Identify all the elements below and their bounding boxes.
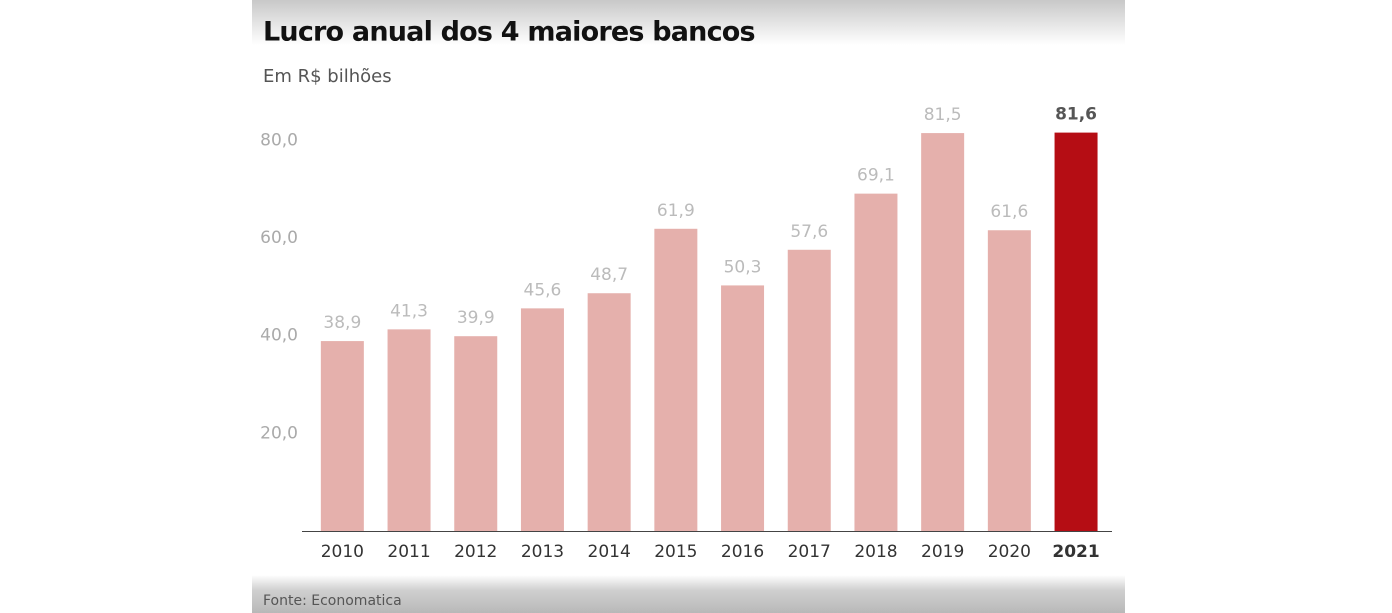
chart-subtitle: Em R$ bilhões xyxy=(263,66,392,87)
value-label: 81,6 xyxy=(1055,105,1097,125)
bar xyxy=(454,336,498,531)
x-tick-label: 2016 xyxy=(721,542,764,562)
value-label: 81,5 xyxy=(924,105,962,125)
x-tick-label: 2013 xyxy=(521,542,564,562)
value-label: 61,6 xyxy=(990,202,1028,222)
bar xyxy=(520,308,564,531)
value-label: 69,1 xyxy=(857,166,895,186)
value-label: 61,9 xyxy=(657,201,695,221)
x-tick-label: 2017 xyxy=(788,542,831,562)
bar xyxy=(854,193,898,532)
x-tick-label: 2019 xyxy=(921,542,964,562)
bar xyxy=(987,230,1031,531)
bar xyxy=(721,285,765,531)
value-label: 45,6 xyxy=(524,280,562,300)
value-label: 39,9 xyxy=(457,308,495,328)
source: Fonte: Economatica xyxy=(263,593,402,609)
x-tick-label: 2015 xyxy=(654,542,697,562)
value-label: 50,3 xyxy=(724,257,762,277)
value-label: 48,7 xyxy=(590,265,628,285)
x-tick-label: 2021 xyxy=(1052,542,1099,562)
x-tick-label: 2010 xyxy=(321,542,364,562)
bar xyxy=(320,341,364,531)
value-label: 38,9 xyxy=(323,313,361,333)
bar xyxy=(654,228,698,531)
x-tick-label: 2014 xyxy=(588,542,631,562)
bar xyxy=(787,249,831,531)
y-tick-label: 60,0 xyxy=(260,228,298,248)
x-tick-label: 2012 xyxy=(454,542,497,562)
x-tick-label: 2020 xyxy=(988,542,1031,562)
y-tick-label: 20,0 xyxy=(260,423,298,443)
value-label: 57,6 xyxy=(790,222,828,242)
bar xyxy=(587,293,631,531)
y-tick-label: 40,0 xyxy=(260,326,298,346)
x-tick-label: 2018 xyxy=(854,542,897,562)
bar xyxy=(1054,132,1098,531)
y-tick-label: 80,0 xyxy=(260,130,298,150)
bar xyxy=(921,133,965,531)
value-label: 41,3 xyxy=(390,301,428,321)
x-tick-label: 2011 xyxy=(387,542,430,562)
bar xyxy=(387,329,431,531)
chart-title: Lucro anual dos 4 maiores bancos xyxy=(263,17,755,48)
